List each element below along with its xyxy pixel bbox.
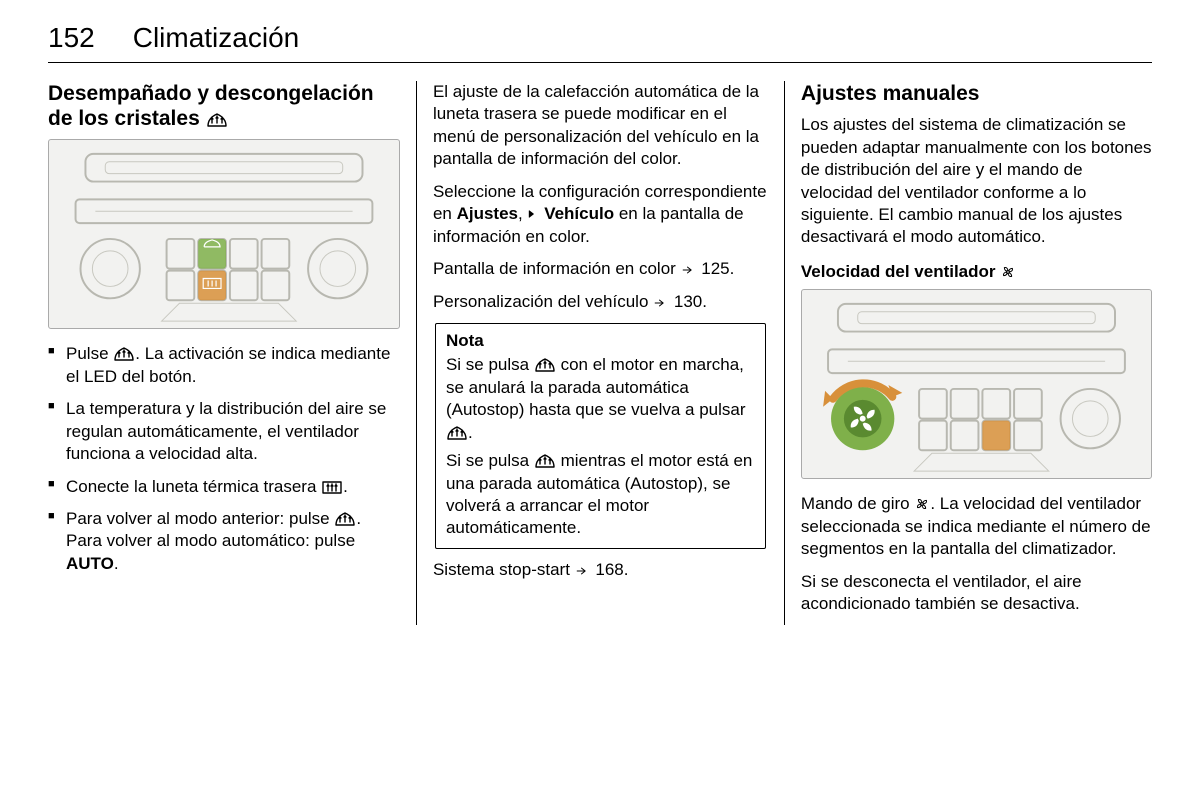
defrost-front-icon	[534, 453, 556, 469]
defrost-front-icon	[206, 109, 228, 125]
list-item: Conecte la luneta térmica trasera .	[48, 476, 400, 498]
note-title: Nota	[446, 330, 755, 352]
note-paragraph: Si se pulsa con el motor en marcha, se a…	[446, 354, 755, 444]
caret-right-icon	[527, 204, 539, 216]
header-rule	[48, 62, 1152, 63]
page-header: 152 Climatización	[48, 22, 1152, 54]
paragraph: Mando de giro . La velocidad del ventila…	[801, 493, 1152, 560]
chapter-title: Climatización	[133, 22, 300, 54]
paragraph: El ajuste de la calefacción automática d…	[433, 81, 768, 171]
fan-icon	[914, 496, 930, 512]
paragraph: Sistema stop-start 168.	[433, 559, 768, 581]
paragraph: Los ajustes del sistema de climatización…	[801, 114, 1152, 249]
content-columns: Desempañado y descongelación de los cris…	[48, 81, 1152, 625]
col3-subheading: Velocidad del ventilador	[801, 261, 1152, 283]
link-arrow-icon	[681, 261, 697, 275]
defrost-front-icon	[334, 511, 356, 527]
climate-panel-svg	[49, 140, 399, 328]
paragraph: Pantalla de información en color 125.	[433, 258, 768, 280]
note-block: Nota Si se pulsa con el motor en marcha,…	[435, 323, 766, 549]
col1-bullets: Pulse . La activación se indica mediante…	[48, 343, 400, 575]
paragraph: Personalización del vehículo 130.	[433, 291, 768, 313]
col1-heading: Desempañado y descongelación de los cris…	[48, 81, 400, 131]
note-paragraph: Si se pulsa mientras el motor está en un…	[446, 450, 755, 540]
defrost-front-icon	[113, 346, 135, 362]
fan-icon	[1000, 264, 1016, 280]
link-arrow-icon	[575, 562, 591, 576]
paragraph: Si se desconecta el ventilador, el aire …	[801, 571, 1152, 616]
col3-heading: Ajustes manuales	[801, 81, 1152, 106]
list-item: Para volver al modo anterior: pulse . Pa…	[48, 508, 400, 575]
column-3: Ajustes manuales Los ajustes del sistema…	[784, 81, 1152, 625]
paragraph: Seleccione la configuración correspondie…	[433, 181, 768, 248]
page-number: 152	[48, 22, 95, 54]
climate-panel-fan-svg	[802, 290, 1151, 478]
defrost-front-icon	[446, 425, 468, 441]
link-arrow-icon	[653, 294, 669, 308]
list-item: La temperatura y la distribución del air…	[48, 398, 400, 465]
list-item: Pulse . La activación se indica mediante…	[48, 343, 400, 388]
defrost-front-icon	[534, 357, 556, 373]
figure-climate-panel-defrost	[48, 139, 400, 329]
defrost-rear-icon	[321, 479, 343, 495]
column-1: Desempañado y descongelación de los cris…	[48, 81, 416, 625]
figure-climate-panel-fan	[801, 289, 1152, 479]
column-2: El ajuste de la calefacción automática d…	[416, 81, 784, 625]
